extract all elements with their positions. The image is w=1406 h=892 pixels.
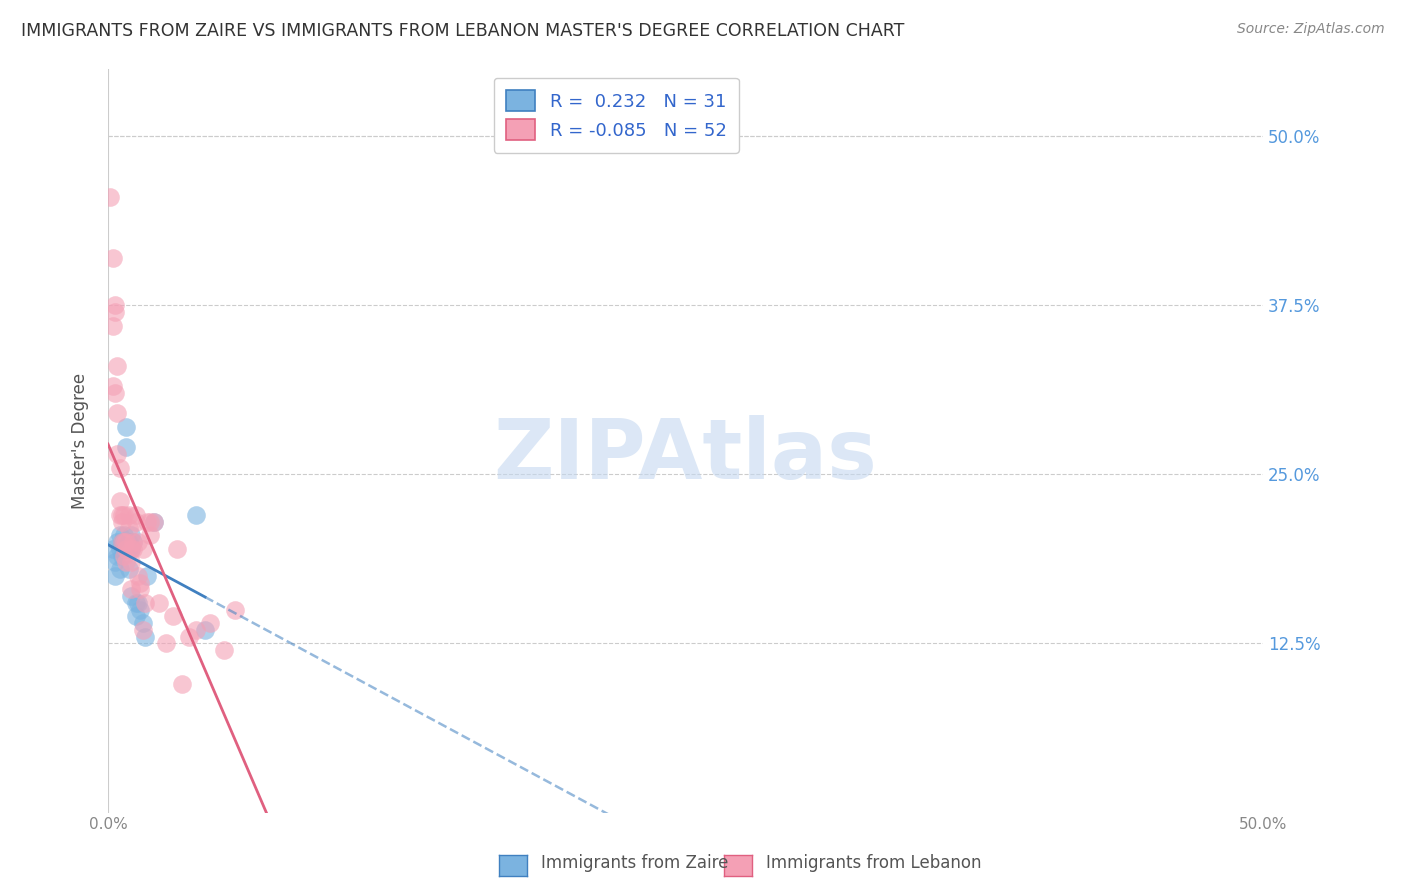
Point xyxy=(194,623,217,637)
Point xyxy=(112,508,135,522)
Point xyxy=(105,549,128,563)
Point xyxy=(136,515,159,529)
Point xyxy=(170,677,193,691)
Point xyxy=(184,623,207,637)
Point xyxy=(98,190,121,204)
Point xyxy=(118,562,141,576)
Point xyxy=(134,596,156,610)
Point xyxy=(131,616,153,631)
Point xyxy=(143,515,166,529)
Point xyxy=(101,318,124,333)
Point xyxy=(177,630,200,644)
Point xyxy=(115,541,138,556)
Y-axis label: Master's Degree: Master's Degree xyxy=(72,373,89,508)
Point xyxy=(108,528,131,542)
Legend: R =  0.232   N = 31, R = -0.085   N = 52: R = 0.232 N = 31, R = -0.085 N = 52 xyxy=(494,78,740,153)
Text: ZIPAtlas: ZIPAtlas xyxy=(494,415,877,496)
Point xyxy=(120,541,142,556)
Point xyxy=(131,541,153,556)
Point xyxy=(111,508,134,522)
Point xyxy=(136,569,159,583)
Point xyxy=(162,609,184,624)
Point xyxy=(115,440,138,454)
Point xyxy=(112,549,135,563)
Point xyxy=(105,535,128,549)
Point xyxy=(118,521,141,535)
Point xyxy=(125,515,148,529)
Point xyxy=(212,643,235,657)
Point xyxy=(198,616,221,631)
Point xyxy=(105,359,128,373)
Point xyxy=(127,569,149,583)
Point xyxy=(111,535,134,549)
Point xyxy=(120,528,142,542)
Text: IMMIGRANTS FROM ZAIRE VS IMMIGRANTS FROM LEBANON MASTER'S DEGREE CORRELATION CHA: IMMIGRANTS FROM ZAIRE VS IMMIGRANTS FROM… xyxy=(21,22,904,40)
Point xyxy=(131,623,153,637)
Point xyxy=(111,535,134,549)
Point xyxy=(224,602,246,616)
Point xyxy=(104,305,127,319)
Point xyxy=(101,379,124,393)
Point xyxy=(108,541,131,556)
Point xyxy=(122,541,145,556)
Point xyxy=(115,535,138,549)
Point xyxy=(108,460,131,475)
Point xyxy=(104,386,127,401)
Point xyxy=(115,555,138,569)
Point xyxy=(129,582,152,597)
Point xyxy=(129,602,152,616)
Point xyxy=(125,508,148,522)
Point xyxy=(118,508,141,522)
Point xyxy=(108,562,131,576)
Point xyxy=(111,549,134,563)
Point xyxy=(118,535,141,549)
Point xyxy=(122,535,145,549)
Point xyxy=(111,515,134,529)
Point xyxy=(104,298,127,312)
Point xyxy=(125,609,148,624)
Point xyxy=(112,535,135,549)
Point xyxy=(120,589,142,603)
Point xyxy=(120,555,142,569)
Point xyxy=(108,494,131,508)
Point xyxy=(112,528,135,542)
Point xyxy=(125,596,148,610)
Point xyxy=(155,636,177,650)
Point xyxy=(104,569,127,583)
Point xyxy=(166,541,188,556)
Point xyxy=(122,535,145,549)
Point xyxy=(108,508,131,522)
Point xyxy=(105,407,128,421)
Point xyxy=(120,582,142,597)
Point xyxy=(129,575,152,590)
Point xyxy=(138,528,160,542)
Point xyxy=(127,596,149,610)
Point xyxy=(120,541,142,556)
Point xyxy=(105,447,128,461)
Point xyxy=(115,420,138,434)
Point xyxy=(143,515,166,529)
Point xyxy=(127,535,149,549)
Point xyxy=(184,508,207,522)
Point xyxy=(112,541,135,556)
Point xyxy=(118,541,141,556)
Point xyxy=(134,630,156,644)
Point xyxy=(138,515,160,529)
Point xyxy=(148,596,170,610)
Point xyxy=(101,251,124,265)
Text: Source: ZipAtlas.com: Source: ZipAtlas.com xyxy=(1237,22,1385,37)
Text: Immigrants from Lebanon: Immigrants from Lebanon xyxy=(766,855,981,872)
Point xyxy=(104,555,127,569)
Point xyxy=(101,541,124,556)
Text: Immigrants from Zaire: Immigrants from Zaire xyxy=(541,855,728,872)
